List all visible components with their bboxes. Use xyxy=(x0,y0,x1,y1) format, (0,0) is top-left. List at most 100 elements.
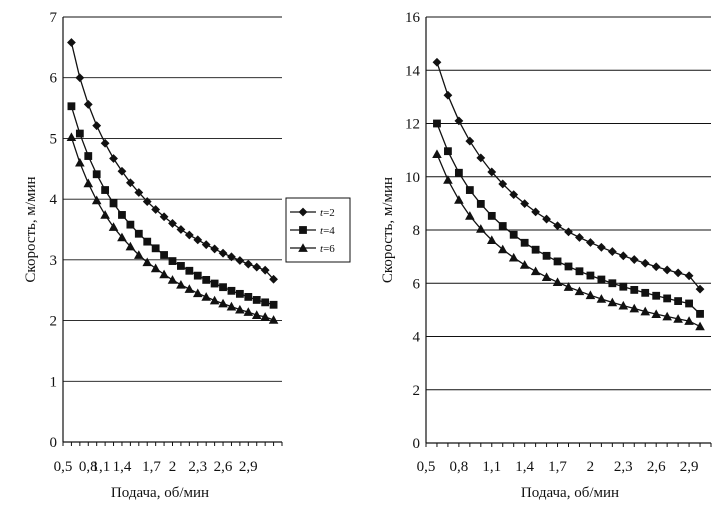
legend-marker xyxy=(298,207,308,217)
data-point xyxy=(586,238,595,247)
data-point xyxy=(640,306,651,316)
x-tick-label: 2,9 xyxy=(680,459,699,475)
x-tick-label: 1,7 xyxy=(142,459,161,475)
data-point xyxy=(67,102,76,111)
y-tick-label: 6 xyxy=(413,276,421,292)
data-point xyxy=(444,147,452,156)
data-point xyxy=(530,266,541,276)
data-point xyxy=(66,132,77,142)
data-point xyxy=(193,271,202,280)
data-point xyxy=(662,265,672,275)
data-point xyxy=(219,283,227,292)
data-point xyxy=(209,295,220,305)
series-line xyxy=(436,153,701,327)
data-point xyxy=(125,178,135,188)
data-point xyxy=(159,269,169,279)
data-point xyxy=(143,237,152,246)
data-point xyxy=(193,235,203,245)
data-point xyxy=(202,275,211,284)
data-point xyxy=(520,238,529,247)
data-point xyxy=(176,279,186,289)
data-point xyxy=(486,235,497,244)
data-point xyxy=(553,257,562,266)
data-point xyxy=(673,268,683,278)
series-t=4 xyxy=(67,102,278,309)
data-point xyxy=(117,232,127,242)
data-point xyxy=(476,153,486,163)
data-point xyxy=(92,170,101,179)
data-point xyxy=(184,284,195,293)
y-tick-label: 2 xyxy=(413,383,421,399)
data-point xyxy=(487,167,497,177)
data-point xyxy=(151,244,160,253)
data-point xyxy=(177,262,185,270)
legend-box xyxy=(285,197,351,263)
data-point xyxy=(168,257,177,265)
data-point xyxy=(160,251,168,259)
data-point xyxy=(185,266,194,275)
y-axis-title: Скорость, м/мин xyxy=(380,177,396,283)
data-point xyxy=(151,205,161,214)
data-point xyxy=(134,250,144,259)
x-tick-label: 1,1 xyxy=(482,459,501,475)
data-point xyxy=(108,222,119,231)
data-point xyxy=(84,152,93,160)
data-point xyxy=(432,57,442,67)
x-tick-label: 1,7 xyxy=(548,459,567,475)
x-tick-label: 0,5 xyxy=(417,459,436,475)
x-tick-label: 2 xyxy=(169,459,177,475)
data-point xyxy=(261,298,270,307)
data-point xyxy=(243,259,253,269)
data-point xyxy=(674,297,683,305)
data-point xyxy=(100,138,110,148)
data-point xyxy=(684,271,694,281)
data-point xyxy=(159,212,169,222)
data-point xyxy=(433,119,441,128)
y-tick-label: 0 xyxy=(50,435,58,451)
data-point xyxy=(268,315,279,324)
series-t=4 xyxy=(433,119,704,318)
data-point xyxy=(454,195,464,204)
data-point xyxy=(192,288,203,298)
x-tick-label: 1,4 xyxy=(515,459,534,475)
data-point xyxy=(134,229,143,238)
data-point xyxy=(619,282,628,291)
data-point xyxy=(184,230,194,240)
data-point xyxy=(575,267,584,276)
data-point xyxy=(652,291,661,300)
x-tick-label: 1,4 xyxy=(113,459,132,475)
x-axis-title: Подача, об/мин xyxy=(521,485,619,501)
data-point xyxy=(508,252,519,262)
data-point xyxy=(596,294,607,303)
x-tick-label: 2 xyxy=(587,459,595,475)
chart-right: 0 2 4 6 8 10 12 14 16 0,5 0,8 1,1 1,4 1,7 2 2,3 2,6 2,9 По… xyxy=(380,10,712,501)
data-point xyxy=(695,284,705,294)
x-tick-label: 2,9 xyxy=(239,459,258,475)
x-tick-label: 0,8 xyxy=(79,459,98,475)
data-point xyxy=(476,200,485,208)
y-tick-label: 12 xyxy=(405,117,420,133)
legend-label: t=6 xyxy=(320,243,335,255)
data-point xyxy=(673,314,683,323)
data-point xyxy=(109,199,118,208)
data-point xyxy=(629,303,640,313)
data-point xyxy=(201,240,211,250)
data-point xyxy=(210,244,220,254)
data-point xyxy=(498,222,507,230)
legend-label: t=4 xyxy=(320,225,335,237)
data-point xyxy=(100,210,110,219)
data-point xyxy=(126,220,135,229)
data-point xyxy=(92,121,102,131)
data-point xyxy=(101,186,110,194)
data-point xyxy=(696,309,704,318)
data-point xyxy=(226,301,237,311)
legend-marker xyxy=(298,243,308,252)
data-point xyxy=(663,294,672,303)
data-point xyxy=(608,279,617,288)
data-point xyxy=(260,265,270,275)
data-point xyxy=(252,262,262,272)
data-point xyxy=(142,197,152,206)
data-point xyxy=(520,199,530,209)
data-point xyxy=(167,275,178,284)
